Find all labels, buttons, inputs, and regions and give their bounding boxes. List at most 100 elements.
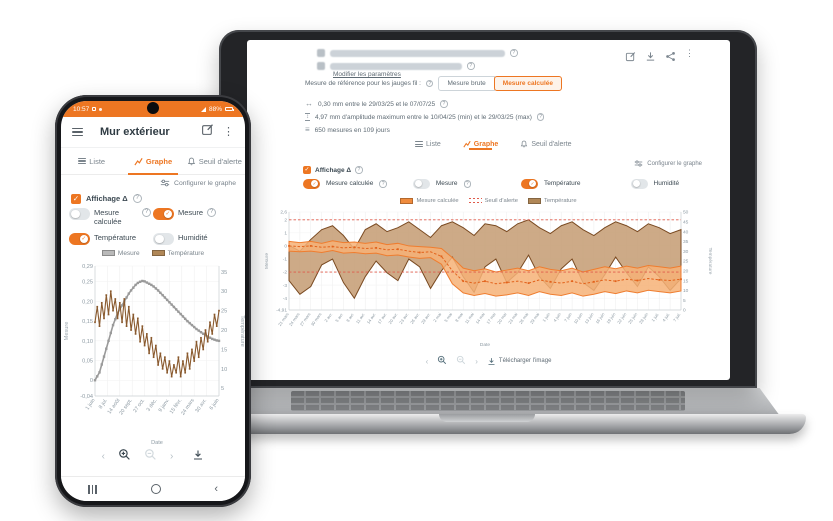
svg-text:30: 30 [683,249,689,255]
svg-text:8 jul.: 8 jul. [98,397,109,409]
svg-text:17 avr.: 17 avr. [377,312,388,325]
help-icon[interactable]: ? [440,100,448,108]
toggle-mesure[interactable]: ✓ [153,208,174,220]
toggle-mesure-calculee[interactable]: ✓ [303,179,320,189]
svg-text:25: 25 [683,259,689,265]
phone-header: Mur extérieur ⋮ [61,117,245,148]
svg-text:25: 25 [221,308,227,314]
recent-apps-button[interactable] [87,484,97,494]
help-icon[interactable]: ? [510,49,518,57]
list-icon [78,157,87,166]
svg-text:Date: Date [480,342,490,348]
pan-right-icon[interactable]: › [475,356,478,366]
zoom-out-icon[interactable] [456,352,466,370]
pan-left-icon[interactable]: ‹ [425,356,429,366]
battery-icon [225,106,234,112]
svg-text:4 juin: 4 juin [552,311,562,323]
download-icon[interactable] [192,448,204,466]
svg-text:1 juin: 1 juin [541,311,551,323]
help-icon[interactable]: ? [132,194,142,203]
download-image-button[interactable]: Télécharger l'image [487,357,551,366]
kebab-menu-icon[interactable]: ⋮ [223,125,234,138]
svg-text:45: 45 [683,219,689,225]
toggle-mesure-calculee[interactable] [69,208,90,220]
toggle-cell-temperature: ✓ Température [69,233,153,245]
help-icon[interactable]: ? [355,166,363,174]
svg-text:35: 35 [221,269,227,275]
affichage-delta-row: ✓ Affichage Δ ? [61,191,245,206]
modify-parameters-link[interactable]: Modifier les paramètres [333,71,401,78]
pan-right-icon[interactable]: › [170,451,174,462]
mesure-brute-button[interactable]: Mesure brute [438,76,495,91]
help-icon[interactable]: ? [207,208,217,217]
download-icon[interactable] [645,49,656,67]
edit-icon[interactable] [625,49,636,67]
zoom-in-icon[interactable] [437,352,447,370]
affichage-checkbox[interactable]: ✓ [71,193,81,204]
zoom-out-icon[interactable] [144,448,157,466]
kebab-menu-icon[interactable]: ⋮ [685,48,694,58]
help-icon[interactable]: ? [467,62,475,70]
help-icon[interactable]: ? [536,113,545,121]
svg-text:Température: Température [707,248,713,275]
edit-icon[interactable] [201,123,214,141]
svg-text:0,25: 0,25 [82,279,93,285]
redacted-icon [317,62,325,70]
tab-graphe[interactable]: Graphe [463,140,498,150]
svg-text:28 juin: 28 juin [638,311,650,325]
sliders-icon [160,179,170,187]
home-button[interactable] [150,484,161,494]
toggle-temperature[interactable]: ✓ [521,179,539,189]
help-icon[interactable]: ? [379,180,387,188]
help-icon[interactable]: ? [142,208,151,217]
laptop-toggle-row: ✓ Mesure calculée ? Mesure ? ✓ Températu… [303,179,679,189]
stat-text: 0,30 mm entre le 29/03/25 et le 07/07/25 [318,100,436,108]
mesure-calculee-button[interactable]: Mesure calculée [493,76,563,91]
tab-liste[interactable]: Liste [415,140,441,149]
tab-graphe[interactable]: Graphe [122,148,183,175]
back-button[interactable]: ‹ [214,482,219,495]
toggle-mesure[interactable] [412,179,430,189]
svg-text:26 avr.: 26 avr. [409,312,420,325]
toggle-label: Humidité [178,233,208,242]
svg-text:30 avr.: 30 avr. [194,397,208,413]
toggle-humidite[interactable] [630,179,648,189]
tab-liste[interactable]: Liste [61,148,122,174]
android-nav-bar: ‹ [61,476,245,501]
tab-seuil-alerte[interactable]: Seuil d'alerte [184,148,245,174]
svg-text:20: 20 [221,327,227,333]
arrow-left-right-icon: ↔ [305,99,313,108]
toggle-humidite[interactable] [153,233,174,245]
svg-text:5 mai: 5 mai [443,312,453,323]
legend-swatch [151,250,165,256]
configure-graph-link[interactable]: Configurer le graphe [61,175,245,191]
configure-graph-link[interactable]: Configurer le graphe [634,160,702,167]
redacted-text [330,49,505,57]
phone-tabs: Liste Graphe Seuil d'alerte [61,148,245,175]
svg-text:15: 15 [221,347,227,353]
svg-text:22 juin: 22 juin [616,311,628,325]
svg-text:-3: -3 [283,283,288,289]
affichage-checkbox[interactable]: ✓ [303,166,311,174]
toggle-temperature[interactable]: ✓ [69,233,90,245]
svg-text:-2: -2 [283,270,288,276]
svg-text:20 mai: 20 mai [496,312,507,325]
laptop-chart-controls: ‹ › Télécharger l'image [247,352,730,370]
laptop-base-notch [439,414,535,422]
redacted-row: ? [317,49,518,57]
help-icon[interactable]: ? [425,79,434,88]
tab-seuil-alerte[interactable]: Seuil d'alerte [520,140,572,149]
legend-swatch [528,198,541,204]
share-icon[interactable] [665,49,676,67]
help-icon[interactable]: ? [463,180,472,188]
hamburger-menu-icon[interactable] [72,126,83,139]
pan-left-icon[interactable]: ‹ [101,451,105,462]
toggle-cell-mesure-calculee: Mesure calculée ? [69,208,153,226]
svg-text:13 juin: 13 juin [584,311,596,325]
svg-text:10: 10 [683,288,689,294]
legend-seuil-alerte: Seuil d'alerte [468,198,518,204]
zoom-in-icon[interactable] [118,448,131,466]
svg-text:7 juin: 7 juin [563,311,573,323]
toggle-label: Mesure [178,208,204,217]
